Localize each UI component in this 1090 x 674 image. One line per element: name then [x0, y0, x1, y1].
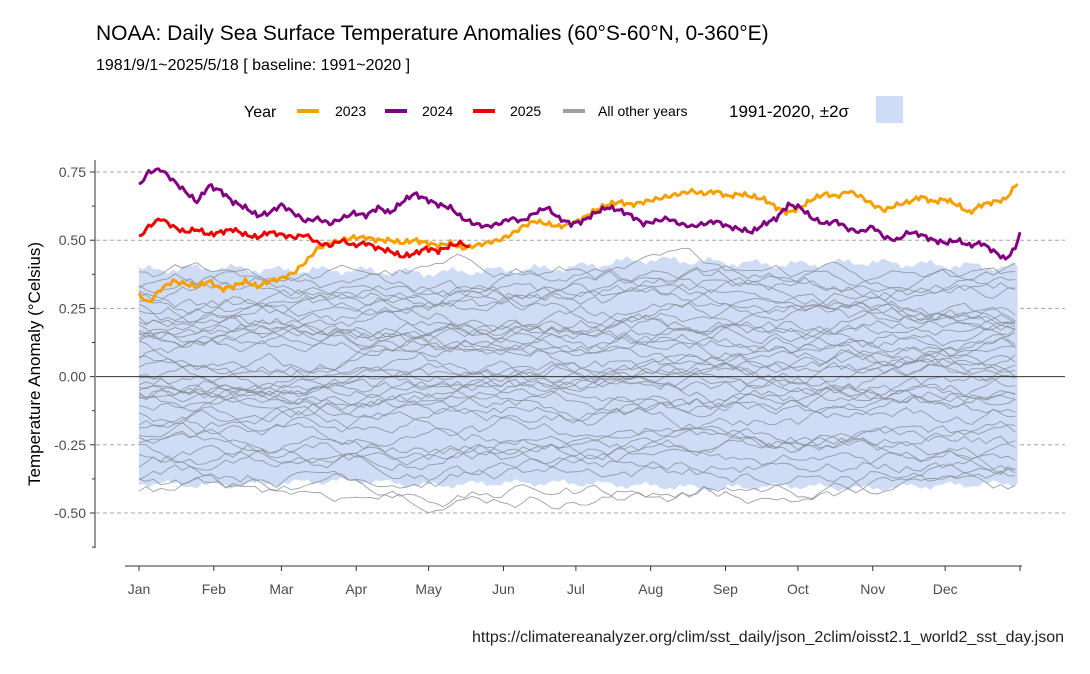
other-year-line	[138, 282, 1016, 328]
other-year-line	[138, 294, 1016, 329]
axes: -0.50 -0.25 0.00 0.25 0.50 0.75 Jan Feb Mar Apr Ma…	[54, 160, 1022, 597]
other-year-line	[138, 324, 1016, 357]
other-year-line	[138, 349, 1016, 396]
other-year-line	[138, 437, 1016, 489]
x-tick-label: Aug	[638, 581, 663, 597]
legend-label-2023: 2023	[335, 103, 366, 119]
other-year-line	[138, 315, 1016, 364]
other-year-line	[138, 349, 1016, 401]
y-tick-label: 0.75	[59, 164, 86, 180]
legend-label-2025: 2025	[510, 103, 541, 119]
other-year-line	[138, 388, 1016, 414]
x-tick-label: Dec	[933, 581, 958, 597]
other-year-line	[138, 374, 1016, 413]
other-year-line	[138, 292, 1016, 336]
y-axis-title: Temperature Anomaly (°Celsius)	[25, 242, 44, 486]
series-line-2023	[137, 182, 1019, 304]
other-year-line	[138, 279, 1016, 328]
legend-title: Year	[244, 104, 277, 121]
other-year-line	[138, 471, 1016, 514]
legend-band-swatch	[876, 96, 903, 123]
legend: Year 2023 2024 2025 All other years 1991…	[244, 96, 903, 123]
other-year-line	[138, 261, 1016, 311]
other-year-line	[138, 420, 1016, 466]
series-line-2024	[138, 167, 1022, 261]
chart-title: NOAA: Daily Sea Surface Temperature Anom…	[96, 22, 769, 45]
y-tick-label: -0.25	[54, 437, 86, 453]
climatology-band-layer	[139, 256, 1018, 493]
other-year-line	[138, 428, 1016, 475]
other-year-line	[138, 427, 1016, 471]
x-tick-label: Nov	[860, 581, 885, 597]
y-tick-label: 0.25	[59, 300, 86, 316]
other-year-line	[138, 273, 1016, 306]
other-year-line	[138, 388, 1016, 422]
other-year-line	[138, 470, 1016, 508]
y-tick-label: 0.00	[59, 369, 86, 385]
legend-label-other: All other years	[598, 103, 687, 119]
y-tick-label: 0.50	[59, 232, 86, 248]
x-tick-label: Oct	[787, 581, 809, 597]
other-year-line	[138, 315, 1016, 353]
legend-band-label: 1991-2020, ±2σ	[729, 102, 850, 121]
other-year-line	[138, 421, 1016, 463]
y-tick-label: -0.50	[54, 505, 86, 521]
other-year-line	[138, 411, 1016, 453]
x-tick-label: May	[415, 581, 441, 597]
other-year-line	[138, 406, 1016, 434]
other-year-line	[138, 366, 1016, 404]
other-year-line	[138, 348, 1016, 390]
climatology-band	[139, 256, 1018, 493]
other-year-line	[138, 353, 1016, 408]
source-url: https://climatereanalyzer.org/clim/sst_d…	[472, 629, 1064, 646]
other-year-line	[138, 305, 1016, 347]
x-tick-label: Jan	[128, 581, 151, 597]
other-year-line	[138, 442, 1016, 486]
x-tick-label: Jun	[492, 581, 515, 597]
chart-subtitle: 1981/9/1~2025/5/18 [ baseline: 1991~2020…	[96, 57, 411, 74]
legend-label-2024: 2024	[422, 103, 453, 119]
x-tick-label: Sep	[713, 581, 738, 597]
series-line-2025	[138, 217, 470, 259]
other-year-line	[138, 302, 1016, 348]
other-year-line	[138, 445, 1016, 481]
other-year-line	[138, 372, 1016, 418]
series-layer	[137, 167, 1022, 304]
other-years-layer	[138, 247, 1016, 514]
x-tick-label: Mar	[269, 581, 293, 597]
x-tick-label: Jul	[567, 581, 585, 597]
x-tick-label: Feb	[202, 581, 226, 597]
other-year-line	[138, 262, 1016, 312]
other-year-line	[138, 360, 1016, 396]
x-tick-label: Apr	[345, 581, 367, 597]
other-year-line	[138, 355, 1016, 412]
